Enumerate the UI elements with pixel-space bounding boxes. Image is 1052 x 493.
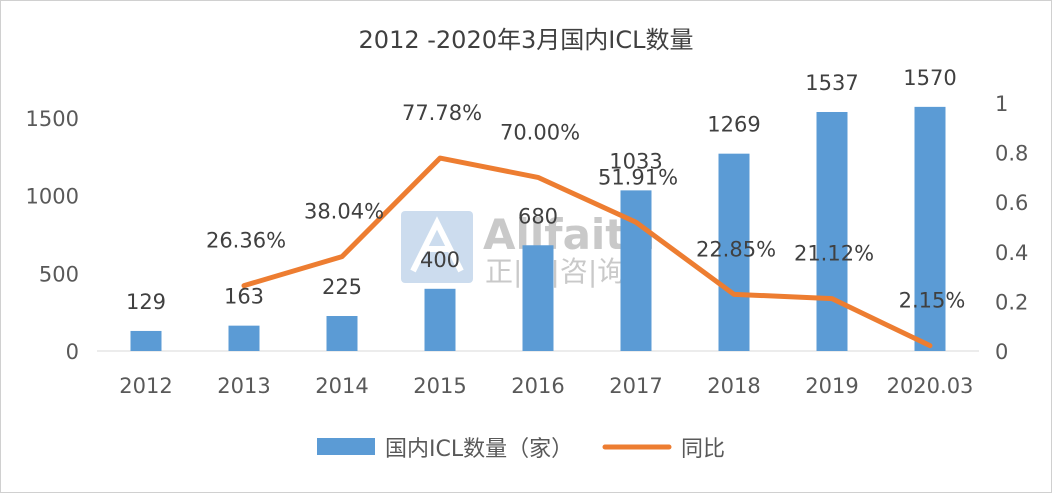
bar-series — [130, 106, 946, 352]
x-tick-label: 2019 — [805, 374, 858, 398]
bar-value-label: 1269 — [707, 113, 760, 137]
legend-swatch-bar — [317, 438, 375, 455]
bar-value-label: 225 — [322, 275, 362, 299]
y-right-tick-label: 0.2 — [995, 290, 1028, 314]
bar-value-label: 680 — [518, 204, 558, 228]
bar — [816, 111, 848, 352]
y-left-tick-label: 500 — [39, 262, 79, 286]
line-value-label: 38.04% — [304, 200, 384, 224]
bar-value-label: 1570 — [903, 66, 956, 90]
line-path — [241, 155, 933, 349]
x-tick-label: 2013 — [217, 374, 270, 398]
bar — [326, 316, 358, 351]
line-value-label: 77.78% — [402, 101, 482, 125]
x-tick-label: 2017 — [609, 374, 662, 398]
line-value-label: 51.91% — [598, 165, 678, 189]
bar — [522, 245, 554, 351]
line-value-label: 26.36% — [206, 229, 286, 253]
x-tick-label: 2012 — [119, 374, 172, 398]
bar-value-label: 1537 — [805, 71, 858, 95]
chart-title: 2012 -2020年3月国内ICL数量 — [359, 26, 694, 54]
line-value-label: 2.15% — [899, 289, 966, 313]
x-tick-label: 2014 — [315, 374, 368, 398]
bar-value-label: 129 — [126, 290, 166, 314]
y-right-tick-label: 0.6 — [995, 191, 1028, 215]
bar — [718, 153, 750, 351]
y-right-tick-label: 0 — [995, 340, 1008, 364]
y-right-tick-label: 0.8 — [995, 142, 1028, 166]
legend-label-line: 同比 — [681, 437, 725, 462]
line-value-label: 21.12% — [794, 242, 874, 266]
legend: 国内ICL数量（家） 同比 — [317, 437, 725, 462]
y-left-tick-label: 0 — [66, 340, 79, 364]
bar-value-label: 163 — [224, 285, 264, 309]
bar — [228, 325, 260, 351]
line-value-label: 22.85% — [696, 237, 776, 261]
x-tick-label: 2016 — [511, 374, 564, 398]
watermark-subtext: 正|略|咨|询 — [485, 255, 625, 288]
bar — [620, 190, 652, 351]
legend-label-bar: 国内ICL数量（家） — [385, 437, 573, 462]
y-right-tick-label: 1 — [995, 92, 1008, 116]
y-left-tick-label: 1000 — [26, 185, 79, 209]
bar — [424, 288, 456, 351]
x-tick-label: 2018 — [707, 374, 760, 398]
line-value-label: 70.00% — [500, 120, 580, 144]
bar-value-label: 400 — [420, 248, 460, 272]
bar-value-label: 1033 — [609, 149, 662, 173]
line-series — [241, 155, 933, 349]
x-tick-label: 2020.03 — [887, 374, 974, 398]
x-tick-label: 2015 — [413, 374, 466, 398]
y-right-tick-label: 0.4 — [995, 241, 1028, 265]
data-labels: 129 163 225 400 680 1033 1269 1537 1570 26.36% 38.… — [126, 66, 965, 314]
y-left-tick-label: 1500 — [26, 107, 79, 131]
bar — [130, 330, 162, 351]
bar — [914, 106, 946, 352]
